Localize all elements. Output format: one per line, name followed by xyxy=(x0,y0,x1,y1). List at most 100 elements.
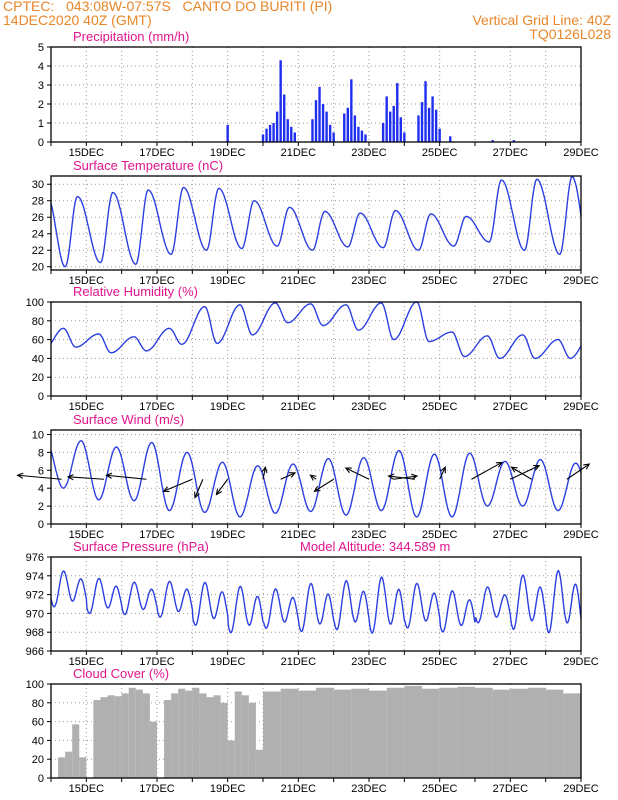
y-tick-label: 966 xyxy=(26,646,44,658)
wind-arrow-head xyxy=(344,467,352,474)
wind-arrow-head xyxy=(510,466,518,473)
cloud-bar xyxy=(100,697,108,778)
panel-frame xyxy=(50,556,582,652)
wind-arrow xyxy=(314,478,334,492)
precip-bar xyxy=(357,126,360,142)
precip-bar xyxy=(321,104,325,142)
wind-arrow xyxy=(471,461,503,480)
panel-frame xyxy=(50,301,582,397)
precip-bar xyxy=(449,136,452,142)
x-tick-label: 15DEC xyxy=(69,147,105,159)
x-tick-label: 17DEC xyxy=(139,529,175,541)
x-tick-label: 17DEC xyxy=(139,147,175,159)
panel-frame xyxy=(50,175,582,271)
cloud-bar xyxy=(171,693,179,778)
x-tick-label: 29DEC xyxy=(563,656,599,668)
y-tick-label: 0 xyxy=(38,773,44,785)
precip-bar xyxy=(424,81,427,142)
cloud-bar xyxy=(241,695,249,778)
x-tick-label: 21DEC xyxy=(281,656,317,668)
precip-bar xyxy=(343,113,346,142)
x-tick-label: 19DEC xyxy=(210,529,246,541)
y-tick-label: 0 xyxy=(38,519,44,531)
cloud-bar xyxy=(93,699,101,778)
wind-arrow-head xyxy=(309,474,317,481)
y-tick-label: 26 xyxy=(32,212,44,224)
precip-bar xyxy=(399,117,402,142)
wind-arrow xyxy=(280,472,296,480)
x-tick-label: 15DEC xyxy=(69,275,105,287)
precip-bar xyxy=(261,134,265,142)
pressure-line xyxy=(50,569,582,634)
cloud-bar xyxy=(298,690,316,778)
cloud-bar xyxy=(164,699,172,778)
precip-bar xyxy=(318,86,321,142)
panel-5: Surface Pressure (hPa) Model Altitude: 34… xyxy=(26,539,599,668)
cloud-bar xyxy=(149,721,157,778)
x-tick-label: 15DEC xyxy=(69,656,105,668)
x-tick-label: 29DEC xyxy=(563,275,599,287)
x-tick-label: 29DEC xyxy=(563,401,599,413)
x-tick-label: 21DEC xyxy=(281,147,317,159)
wind-speed-line xyxy=(50,440,582,518)
y-tick-label: 28 xyxy=(32,196,44,208)
wind-arrow xyxy=(194,479,204,498)
y-tick-label: 0 xyxy=(38,391,44,403)
y-tick-label: 20 xyxy=(32,262,44,274)
cloud-bar xyxy=(528,687,546,778)
y-tick-label: 30 xyxy=(32,179,44,191)
precip-bar xyxy=(381,123,385,142)
cloud-bar xyxy=(263,691,281,778)
x-tick-label: 27DEC xyxy=(493,783,529,795)
x-tick-label: 15DEC xyxy=(69,783,105,795)
wind-arrow-head xyxy=(105,472,113,479)
y-tick-label: 24 xyxy=(32,229,44,241)
x-tick-label: 23DEC xyxy=(351,275,387,287)
x-tick-label: 19DEC xyxy=(210,401,246,413)
cloud-bar xyxy=(386,687,405,778)
wind-arrow xyxy=(106,474,147,480)
wind-arrow xyxy=(262,467,266,480)
x-tick-label: 29DEC xyxy=(563,147,599,159)
y-tick-label: 972 xyxy=(26,590,44,602)
cloud-bar xyxy=(351,688,369,778)
precip-bar xyxy=(346,107,349,142)
x-tick-label: 23DEC xyxy=(351,529,387,541)
panel-title: Surface Wind (m/s) xyxy=(73,412,184,427)
wind-arrow-head xyxy=(215,488,223,496)
x-tick-label: 17DEC xyxy=(139,656,175,668)
y-tick-label: 4 xyxy=(38,483,44,495)
x-tick-label: 21DEC xyxy=(281,275,317,287)
panel-3: Relative Humidity (%) 0 20 40 60 80 100 15DEC 17… xyxy=(26,284,599,413)
cloud-bar xyxy=(65,751,73,778)
wind-arrow xyxy=(216,478,229,495)
precip-bar xyxy=(311,119,314,142)
cloud-bar xyxy=(199,693,207,778)
panel-frame xyxy=(50,683,582,779)
wind-arrow-head xyxy=(583,463,591,470)
x-tick-label: 25DEC xyxy=(422,656,458,668)
cloud-bar xyxy=(121,693,129,778)
panel-1: Precipitation (mm/h) 0 1 2 3 4 5 15DEC 17DEC 19DE… xyxy=(38,29,599,159)
x-tick-label: 23DEC xyxy=(351,656,387,668)
y-tick-label: 20 xyxy=(32,372,44,384)
panel-title: Surface Temperature (nC) xyxy=(73,158,223,173)
cloud-bar xyxy=(234,691,242,778)
cloud-bar xyxy=(142,693,150,778)
precip-bar xyxy=(512,140,516,142)
precip-bar xyxy=(491,140,494,142)
x-tick-label: 19DEC xyxy=(210,147,246,159)
y-tick-label: 80 xyxy=(32,316,44,328)
wind-arrow-head xyxy=(162,486,170,493)
x-tick-label: 15DEC xyxy=(69,401,105,413)
wind-arrow xyxy=(163,478,193,492)
cloud-bar xyxy=(128,687,136,778)
precip-bar xyxy=(279,60,282,142)
panel-6: Cloud Cover (%) 0 20 40 60 80 100 15DEC 17DEC 19D… xyxy=(26,666,599,795)
wind-arrow-head xyxy=(495,461,503,468)
x-tick-label: 27DEC xyxy=(493,401,529,413)
precip-bar xyxy=(431,96,434,142)
wind-arrow xyxy=(439,467,446,480)
precip-bar xyxy=(283,94,286,142)
